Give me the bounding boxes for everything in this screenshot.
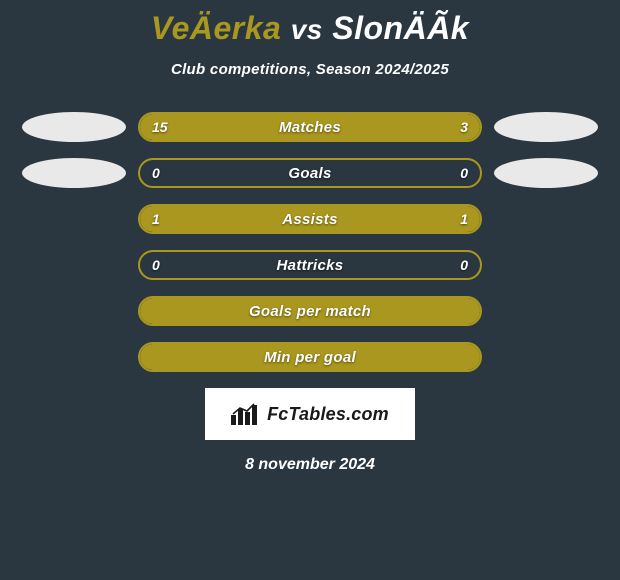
player1-name: VeÄerka: [151, 10, 281, 46]
stat-bar: Goals per match: [138, 296, 482, 326]
date-line: 8 november 2024: [0, 456, 620, 474]
bar-fill-left: [140, 114, 405, 140]
stat-row: Goals 0 0: [0, 158, 620, 188]
subtitle: Club competitions, Season 2024/2025: [0, 61, 620, 78]
stat-bar: Assists 1 1: [138, 204, 482, 234]
stat-label: Hattricks: [277, 257, 344, 274]
stat-bar: Hattricks 0 0: [138, 250, 482, 280]
player1-avatar: [22, 158, 126, 188]
brand-text: FcTables.com: [267, 404, 389, 425]
stat-bar: Goals 0 0: [138, 158, 482, 188]
avatar-slot-right: [482, 112, 610, 142]
avatar-slot-left: [10, 158, 138, 188]
bar-fill-right: [405, 114, 480, 140]
stat-value-left: 0: [152, 257, 160, 273]
stat-label: Min per goal: [264, 349, 356, 366]
player2-avatar: [494, 158, 598, 188]
stat-bar: Min per goal: [138, 342, 482, 372]
stat-label: Goals: [288, 165, 331, 182]
stat-value-right: 1: [460, 211, 468, 227]
avatar-slot-left: [10, 112, 138, 142]
stat-row: Matches 15 3: [0, 112, 620, 142]
player2-name: SlonÄÃk: [332, 10, 469, 46]
brand-icon: [231, 403, 261, 425]
stat-row: Hattricks 0 0: [0, 250, 620, 280]
avatar-slot-right: [482, 158, 610, 188]
stat-label: Goals per match: [249, 303, 371, 320]
stats-container: Matches153Goals00Assists11Hattricks00Goa…: [0, 112, 620, 372]
stat-row: Assists 1 1: [0, 204, 620, 234]
player1-avatar: [22, 112, 126, 142]
stat-label: Matches: [279, 119, 341, 136]
stat-value-left: 15: [152, 119, 168, 135]
stat-row: Goals per match: [0, 296, 620, 326]
stat-value-left: 1: [152, 211, 160, 227]
stat-value-right: 0: [460, 165, 468, 181]
comparison-title: VeÄerka vs SlonÄÃk: [0, 0, 620, 47]
stat-value-right: 3: [460, 119, 468, 135]
vs-separator: vs: [291, 14, 323, 45]
stat-bar: Matches 15 3: [138, 112, 482, 142]
player2-avatar: [494, 112, 598, 142]
stat-value-right: 0: [460, 257, 468, 273]
stat-value-left: 0: [152, 165, 160, 181]
stat-row: Min per goal: [0, 342, 620, 372]
brand-badge: FcTables.com: [205, 388, 415, 440]
stat-label: Assists: [282, 211, 337, 228]
